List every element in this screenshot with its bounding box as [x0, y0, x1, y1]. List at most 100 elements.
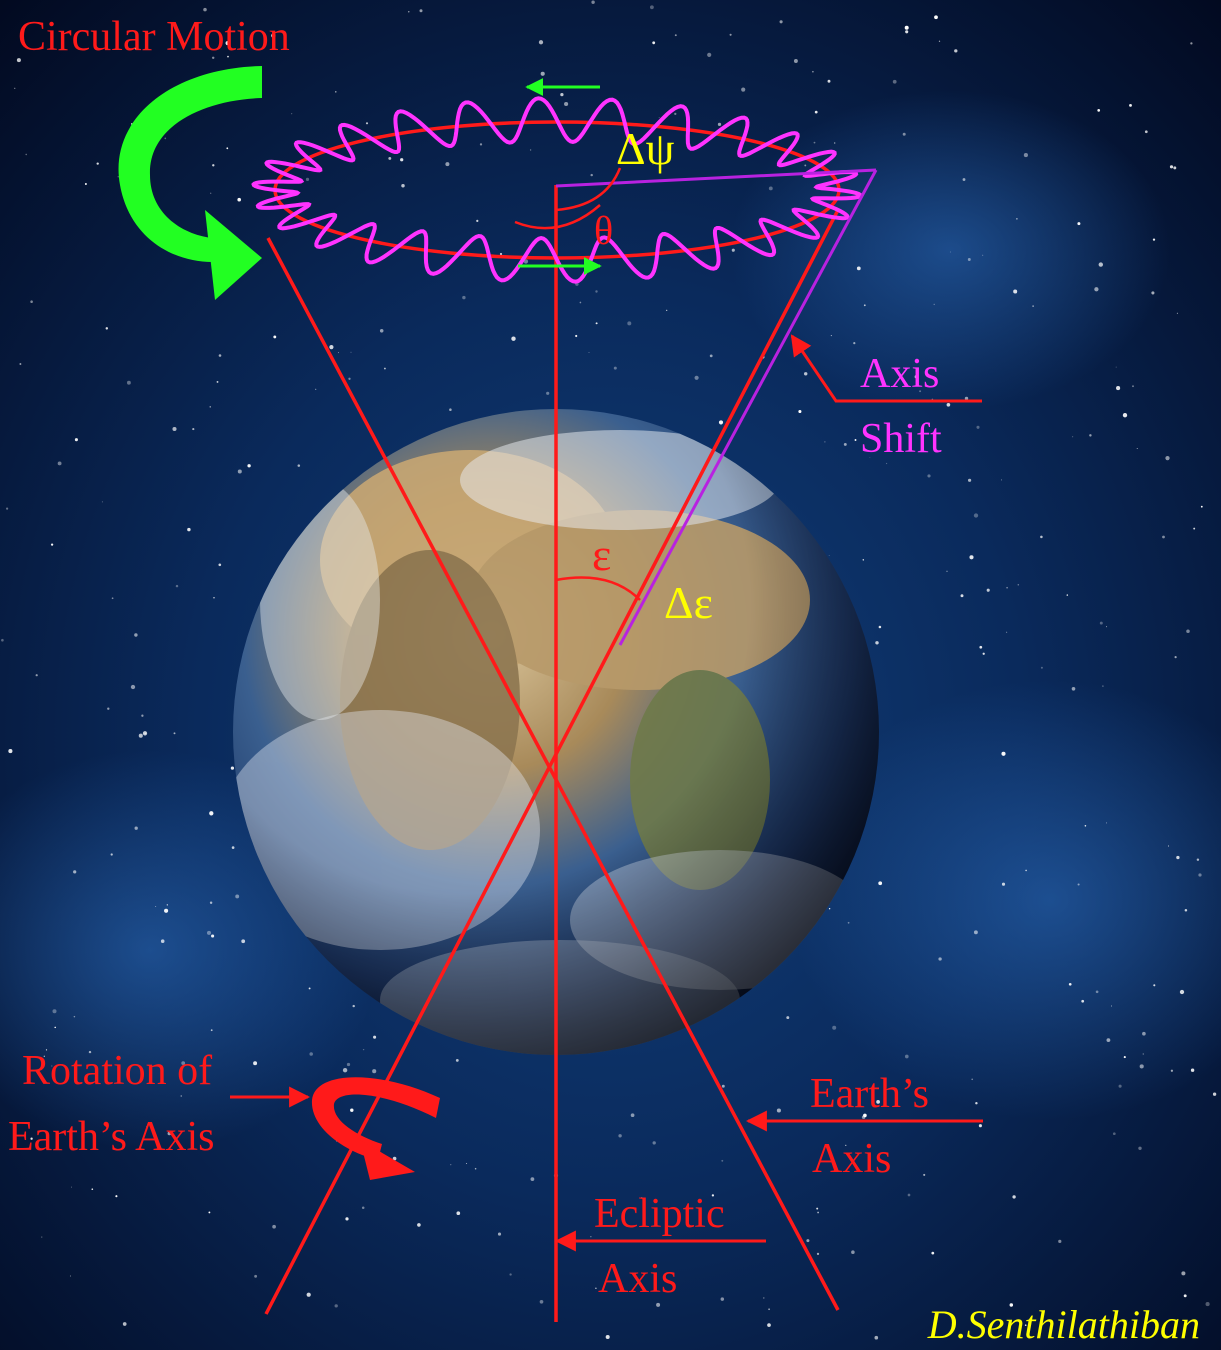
star: [69, 1275, 71, 1277]
delta-epsilon-label: Δε: [664, 577, 713, 628]
star: [203, 7, 207, 12]
star: [388, 156, 392, 160]
star: [373, 1035, 377, 1039]
star: [164, 137, 167, 140]
star: [1193, 527, 1196, 530]
star: [1142, 1031, 1146, 1036]
star: [167, 1131, 172, 1136]
shifted-axis: [555, 168, 878, 646]
star: [455, 1059, 459, 1062]
star: [1198, 873, 1202, 877]
star: [613, 366, 617, 370]
star: [530, 1177, 535, 1181]
star: [954, 49, 958, 53]
star: [1169, 165, 1174, 169]
star: [666, 309, 668, 311]
star: [804, 164, 807, 167]
star: [1196, 858, 1200, 861]
star: [721, 1084, 725, 1088]
star: [211, 30, 213, 32]
star: [155, 905, 157, 907]
star: [231, 846, 235, 849]
star: [309, 1052, 313, 1056]
star: [1066, 594, 1069, 596]
star: [971, 1078, 974, 1081]
star: [210, 192, 212, 194]
star: [845, 1144, 847, 1146]
star: [904, 25, 909, 30]
star: [348, 377, 351, 380]
star: [595, 322, 598, 325]
nutation-wave: [251, 96, 863, 284]
star: [741, 87, 746, 92]
star: [1151, 291, 1155, 295]
axis-shift-label-line2: Shift: [860, 416, 942, 462]
star: [408, 11, 410, 13]
star: [130, 684, 136, 690]
circular-motion-label: Circular Motion: [18, 14, 290, 60]
star: [180, 1095, 182, 1097]
star: [235, 894, 240, 899]
star: [618, 1134, 622, 1138]
star: [832, 1025, 837, 1030]
star: [449, 408, 452, 411]
star: [763, 1297, 765, 1299]
star: [711, 1194, 715, 1197]
star: [14, 87, 16, 89]
star: [946, 570, 948, 572]
star: [218, 354, 222, 357]
star: [192, 428, 195, 431]
star: [652, 41, 656, 45]
star: [474, 1167, 477, 1170]
star: [795, 354, 797, 356]
star: [45, 1049, 48, 1051]
star: [827, 79, 831, 83]
star: [803, 372, 808, 376]
star: [30, 300, 33, 303]
star: [1112, 1132, 1116, 1136]
star: [417, 1223, 421, 1227]
star: [982, 652, 985, 655]
star: [1016, 218, 1018, 220]
star: [401, 183, 405, 188]
star: [253, 1061, 258, 1066]
author-credit: D.Senthilathiban: [927, 1302, 1200, 1347]
star: [694, 375, 699, 380]
star: [1023, 153, 1028, 158]
star: [352, 1004, 355, 1008]
star: [976, 425, 980, 429]
star: [923, 1173, 926, 1176]
curved-green-arrow-icon: [118, 66, 262, 300]
star: [479, 143, 483, 146]
star: [978, 1124, 982, 1128]
star: [817, 1211, 819, 1214]
star: [830, 335, 832, 337]
star: [856, 266, 861, 271]
star: [960, 594, 964, 598]
star: [876, 1100, 880, 1104]
label-pointers: [230, 334, 983, 1252]
star: [1094, 287, 1099, 292]
star: [206, 930, 212, 935]
star: [305, 177, 310, 181]
star: [674, 112, 677, 116]
star: [729, 33, 732, 36]
star: [605, 1334, 610, 1340]
star: [539, 1299, 544, 1304]
star: [499, 252, 503, 256]
star: [590, 173, 593, 177]
star: [975, 1101, 978, 1105]
star: [450, 1164, 452, 1166]
star: [1190, 1068, 1195, 1072]
star: [126, 380, 131, 385]
star: [914, 375, 918, 379]
star: [315, 388, 317, 390]
star: [767, 1323, 771, 1327]
star: [949, 251, 951, 253]
star: [329, 345, 334, 350]
star: [1116, 386, 1121, 391]
star: [134, 633, 138, 637]
star: [19, 363, 22, 365]
star: [254, 1274, 258, 1278]
